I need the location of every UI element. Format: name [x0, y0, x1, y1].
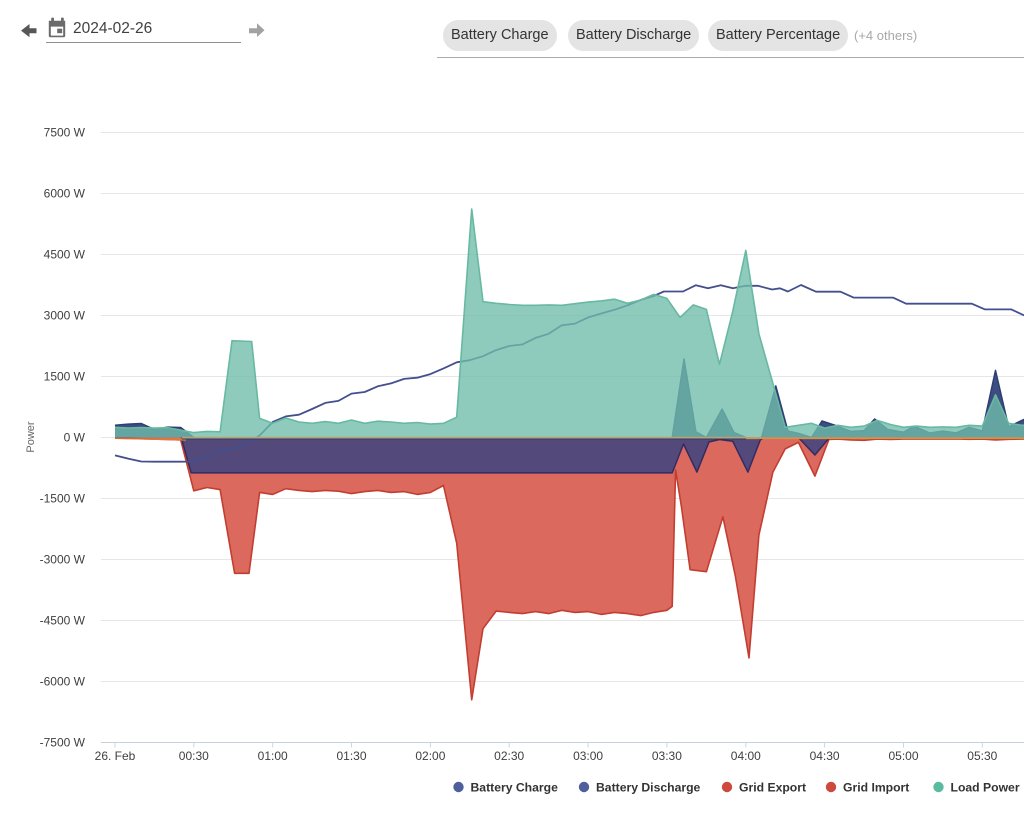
svg-text:Power: Power [25, 421, 37, 453]
svg-text:01:00: 01:00 [258, 749, 288, 763]
svg-text:03:30: 03:30 [652, 749, 682, 763]
svg-text:02:30: 02:30 [494, 749, 524, 763]
svg-text:6000 W: 6000 W [44, 187, 86, 201]
svg-text:03:00: 03:00 [573, 749, 603, 763]
svg-text:0 W: 0 W [64, 431, 86, 445]
svg-text:05:00: 05:00 [888, 749, 918, 763]
svg-text:Grid Import: Grid Import [843, 780, 909, 794]
svg-text:-6000 W: -6000 W [40, 675, 86, 689]
svg-text:01:30: 01:30 [336, 749, 366, 763]
svg-text:-7500 W: -7500 W [40, 736, 86, 750]
svg-text:04:00: 04:00 [731, 749, 761, 763]
svg-text:-1500 W: -1500 W [40, 492, 86, 506]
svg-text:3000 W: 3000 W [44, 309, 86, 323]
svg-text:-4500 W: -4500 W [40, 614, 86, 628]
svg-text:Battery Charge: Battery Charge [471, 780, 559, 794]
svg-text:-3000 W: -3000 W [40, 553, 86, 567]
svg-text:7500 W: 7500 W [44, 126, 86, 140]
svg-text:Grid Export: Grid Export [739, 780, 806, 794]
svg-text:02:00: 02:00 [415, 749, 445, 763]
svg-text:00:30: 00:30 [179, 749, 209, 763]
svg-text:4500 W: 4500 W [44, 248, 86, 262]
svg-text:05:30: 05:30 [967, 749, 997, 763]
svg-text:Battery Discharge: Battery Discharge [596, 780, 701, 794]
svg-text:1500 W: 1500 W [44, 370, 86, 384]
svg-text:26. Feb: 26. Feb [95, 749, 136, 763]
svg-text:04:30: 04:30 [810, 749, 840, 763]
svg-text:Load Power: Load Power [951, 780, 1020, 794]
